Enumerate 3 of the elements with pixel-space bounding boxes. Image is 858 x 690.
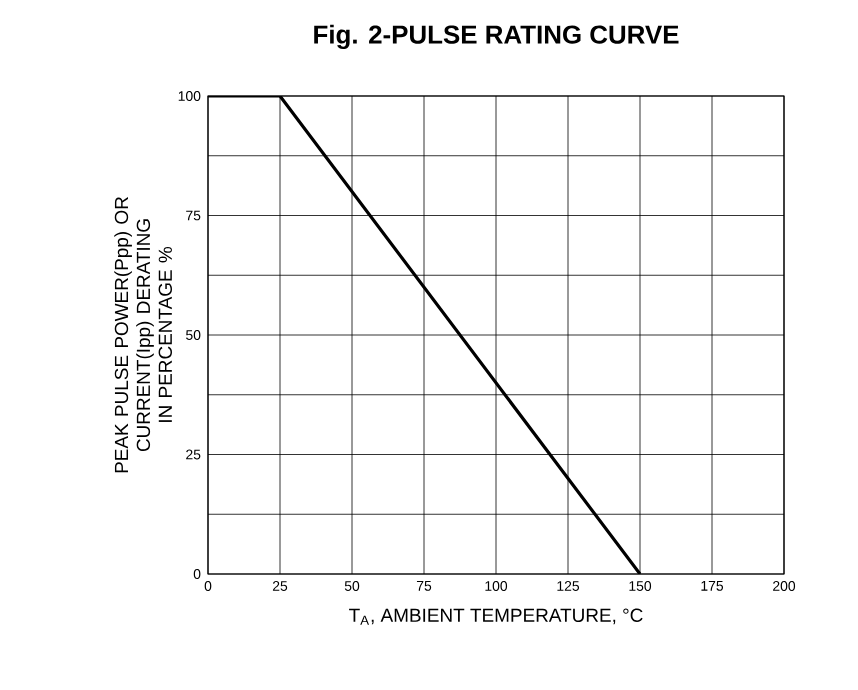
chart-title: Fig. 2-PULSE RATING CURVE xyxy=(314,24,679,50)
x-axis-title: T$_{A}$, AMBIENT TEMPERATURE, °C xyxy=(349,608,643,625)
y-axis-title: PEAK PULSE POWER(Ppp) OR CURRENT(Ipp) DERATING IN PERCENTAGE % xyxy=(114,197,173,473)
